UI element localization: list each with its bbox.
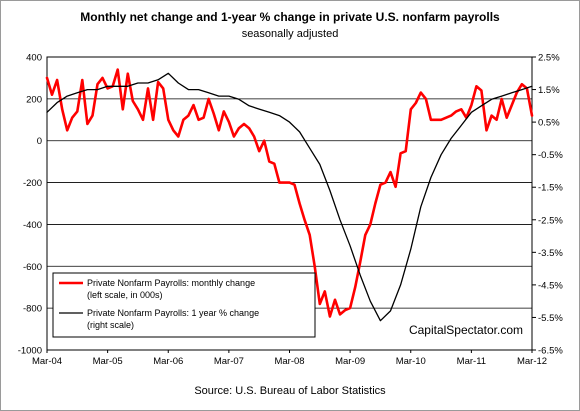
legend-label: Private Nonfarm Payrolls: 1 year % chang… [87, 308, 259, 318]
y-right-tick-label: -4.5% [538, 280, 563, 291]
x-tick-label: Mar-05 [93, 356, 123, 367]
y-left-tick-label: 200 [26, 94, 42, 105]
y-right-tick-label: 1.5% [538, 85, 560, 96]
chart-source: Source: U.S. Bureau of Labor Statistics [194, 385, 386, 397]
watermark-text: CapitalSpectator.com [409, 323, 523, 337]
legend-label-note: (right scale) [87, 320, 134, 330]
series-line-monthly-change [45, 68, 534, 318]
y-left-tick-label: -200 [23, 178, 42, 189]
x-tick-label: Mar-12 [517, 356, 547, 367]
y-left-tick-label: 400 [26, 53, 42, 64]
y-right-tick-label: -2.5% [538, 215, 563, 226]
y-left-tick-label: 0 [37, 136, 42, 147]
y-right-tick-label: -5.5% [538, 313, 563, 324]
y-right-tick-label: -0.5% [538, 150, 563, 161]
x-tick-label: Mar-09 [335, 356, 365, 367]
series-line-yoy-pct [46, 72, 533, 322]
y-right-tick-label: 2.5% [538, 53, 560, 64]
chart-title: Monthly net change and 1-year % change i… [80, 10, 500, 24]
legend-label: Private Nonfarm Payrolls: monthly change [87, 278, 255, 288]
y-right-tick-label: -1.5% [538, 183, 563, 194]
y-right-tick-label: -6.5% [538, 346, 563, 357]
y-right-tick-label: -3.5% [538, 248, 563, 259]
chart-subtitle: seasonally adjusted [241, 28, 339, 40]
y-left-tick-label: -400 [23, 220, 42, 231]
x-tick-label: Mar-04 [32, 356, 62, 367]
legend-label-note: (left scale, in 000s) [87, 290, 163, 300]
x-tick-label: Mar-10 [396, 356, 426, 367]
x-tick-label: Mar-08 [274, 356, 304, 367]
x-tick-label: Mar-06 [153, 356, 183, 367]
y-left-tick-label: -800 [23, 304, 42, 315]
legend-box [52, 272, 316, 338]
y-right-tick-label: 0.5% [538, 118, 560, 129]
y-left-tick-label: -600 [23, 262, 42, 273]
x-tick-label: Mar-07 [214, 356, 244, 367]
x-tick-label: Mar-11 [457, 356, 486, 367]
y-left-tick-label: -1000 [18, 346, 42, 357]
